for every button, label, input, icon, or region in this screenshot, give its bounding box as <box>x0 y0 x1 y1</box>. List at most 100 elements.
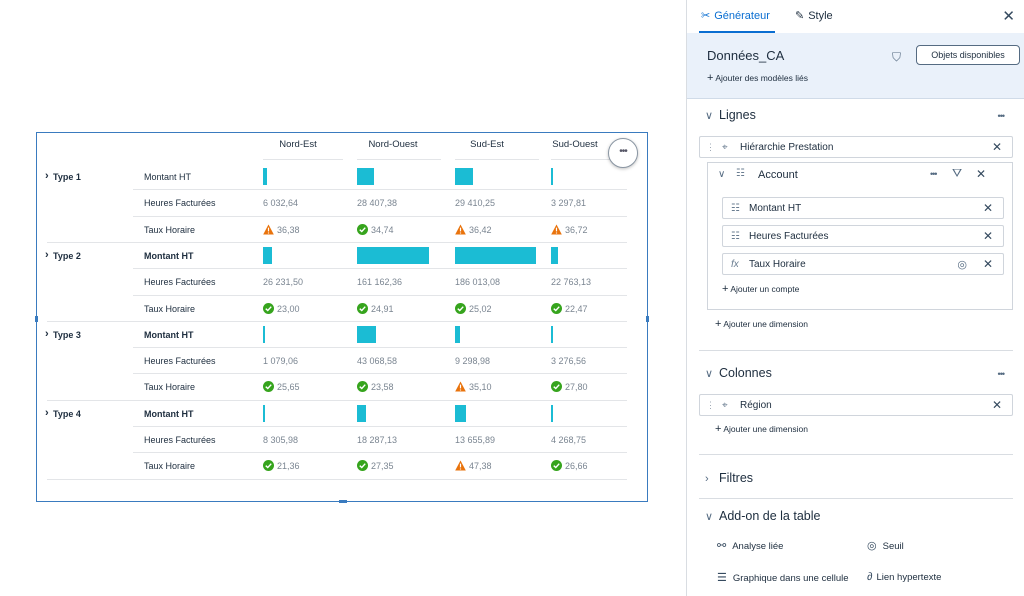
column-header-sud-est[interactable]: Sud-Est <box>470 139 504 150</box>
active-tab-indicator <box>699 31 775 33</box>
filter-icon[interactable]: ⛛ <box>952 166 963 180</box>
plus-icon: + <box>722 283 729 295</box>
data-source-name: Données_CA <box>707 48 785 63</box>
taux-cell: 27,35 <box>357 460 394 472</box>
close-icon[interactable]: ✕ <box>1002 8 1015 25</box>
in-cell-bar <box>357 168 375 185</box>
row-group-type[interactable]: Type 3 <box>53 329 81 340</box>
plus-icon: + <box>715 318 722 330</box>
measure-label: Heures Facturées <box>144 356 216 367</box>
add-dimension-label: Ajouter une dimension <box>723 424 808 434</box>
chevron-right-icon: › <box>705 473 709 485</box>
taux-cell: 36,72 <box>551 224 588 235</box>
drag-handle-icon[interactable]: ⋮ <box>706 142 715 152</box>
heures-value: 4 268,75 <box>551 435 587 445</box>
edit-source-icon[interactable]: ⛉ <box>892 50 902 64</box>
hierarchy-icon: ⌖ <box>722 400 728 411</box>
add-dimension-lignes-link[interactable]: + Ajouter une dimension <box>715 318 808 330</box>
remove-icon[interactable]: ✕ <box>982 229 993 243</box>
table-widget[interactable]: Nord-Est Nord-Ouest Sud-Est Sud-Ouest › … <box>35 132 649 503</box>
resize-handle-left[interactable] <box>35 316 38 322</box>
account-chip-heures[interactable]: ☷ Heures Facturées ✕ <box>722 225 1004 247</box>
check-circle-icon <box>357 381 368 393</box>
heures-value: 43 068,58 <box>357 356 398 367</box>
formula-icon: fx <box>731 259 739 270</box>
in-cell-bar <box>455 325 460 343</box>
row-divider <box>133 347 627 349</box>
add-linked-models-link[interactable]: + Ajouter des modèles liés <box>707 72 808 84</box>
objets-disponibles-button[interactable]: Objets disponibles <box>916 45 1020 65</box>
chevron-right-icon[interactable]: › <box>45 248 49 261</box>
measure-label: Heures Facturées <box>144 198 216 209</box>
graphique-label: Graphique dans une cellule <box>732 573 849 584</box>
chevron-right-icon[interactable]: › <box>45 327 49 340</box>
add-account-link[interactable]: + Ajouter un compte <box>722 283 799 295</box>
tab-style[interactable]: ✎ Style <box>795 9 833 22</box>
remove-icon[interactable]: ✕ <box>982 201 993 215</box>
threshold-icon[interactable]: ◎ <box>957 259 967 271</box>
in-cell-bar <box>357 246 429 264</box>
divider <box>263 159 343 160</box>
divider <box>455 159 539 160</box>
more-icon[interactable]: ••• <box>930 169 938 179</box>
section-colonnes-header[interactable]: ∨ Colonnes <box>705 366 772 380</box>
lien-hypertexte-link[interactable]: ∂ Lien hypertexte <box>867 571 941 583</box>
column-header-nord-ouest[interactable]: Nord-Ouest <box>368 139 418 150</box>
tab-generateur[interactable]: ✂ Générateur <box>701 9 770 22</box>
dimension-chip-region[interactable]: ⋮ ⌖ Région ✕ <box>699 394 1013 416</box>
measure-label: Montant HT <box>144 408 194 419</box>
in-cell-bar <box>551 168 553 185</box>
row-divider <box>47 320 627 322</box>
dimension-chip-hierarchie[interactable]: ⋮ ⌖ Hiérarchie Prestation ✕ <box>699 136 1013 158</box>
more-options-button[interactable]: ••• <box>608 138 638 168</box>
heures-value: 22 763,13 <box>551 277 592 288</box>
seuil-link[interactable]: ◎ Seuil <box>867 539 904 552</box>
resize-handle-bottom[interactable] <box>339 500 347 503</box>
row-divider <box>133 215 627 217</box>
account-chip-montant[interactable]: ☷ Montant HT ✕ <box>722 197 1004 219</box>
row-group-type[interactable]: Type 1 <box>53 172 81 182</box>
drag-handle-icon[interactable]: ⋮ <box>706 400 715 410</box>
remove-icon[interactable]: ✕ <box>991 398 1002 412</box>
taux-value: 35,10 <box>469 382 492 393</box>
check-circle-icon <box>551 302 562 314</box>
analyse-liee-link[interactable]: ⚯ Analyse liée <box>717 539 783 552</box>
taux-value: 22,47 <box>565 303 588 314</box>
resize-handle-right[interactable] <box>646 316 649 322</box>
graphique-cellule-link[interactable]: ☰ Graphique dans une cellule <box>717 571 849 584</box>
row-divider <box>47 399 627 401</box>
in-cell-bar <box>455 404 466 422</box>
heures-value: 161 162,36 <box>357 277 403 288</box>
measure-label: Montant HT <box>144 250 194 261</box>
taux-cell: 25,02 <box>455 302 492 314</box>
column-header-nord-est[interactable]: Nord-Est <box>279 139 317 150</box>
taux-value: 23,00 <box>277 303 300 314</box>
chevron-right-icon[interactable]: › <box>45 170 49 182</box>
section-addon-header[interactable]: ∨ Add-on de la table <box>705 509 820 523</box>
check-circle-icon <box>357 302 368 314</box>
row-divider <box>47 478 627 480</box>
chip-label: Région <box>740 400 772 411</box>
add-dimension-colonnes-link[interactable]: + Ajouter une dimension <box>715 423 808 435</box>
divider <box>699 454 1013 455</box>
remove-icon[interactable]: ✕ <box>982 257 993 271</box>
taux-value: 23,58 <box>371 382 394 393</box>
link-icon: ∂ <box>867 571 873 583</box>
section-filtres-header[interactable]: › Filtres <box>705 471 753 485</box>
row-group-type[interactable]: Type 2 <box>53 250 81 261</box>
taux-cell: 47,38 <box>455 460 492 471</box>
remove-icon[interactable]: ✕ <box>991 140 1002 154</box>
chevron-down-icon[interactable]: ∨ <box>718 169 726 180</box>
remove-icon[interactable]: ✕ <box>976 167 987 181</box>
taux-value: 36,72 <box>565 224 588 235</box>
in-cell-bar <box>455 168 473 185</box>
account-chip-taux[interactable]: fx Taux Horaire ◎ ✕ <box>722 253 1004 275</box>
row-group-type[interactable]: Type 4 <box>53 408 81 419</box>
warning-triangle-icon <box>455 460 466 471</box>
more-icon[interactable]: ••• <box>997 369 1006 379</box>
section-lignes-header[interactable]: ∨ Lignes <box>705 108 756 122</box>
more-icon[interactable]: ••• <box>997 111 1006 121</box>
chevron-down-icon: ∨ <box>705 368 714 380</box>
column-header-sud-ouest[interactable]: Sud-Ouest <box>552 139 598 150</box>
chevron-right-icon[interactable]: › <box>45 406 49 419</box>
